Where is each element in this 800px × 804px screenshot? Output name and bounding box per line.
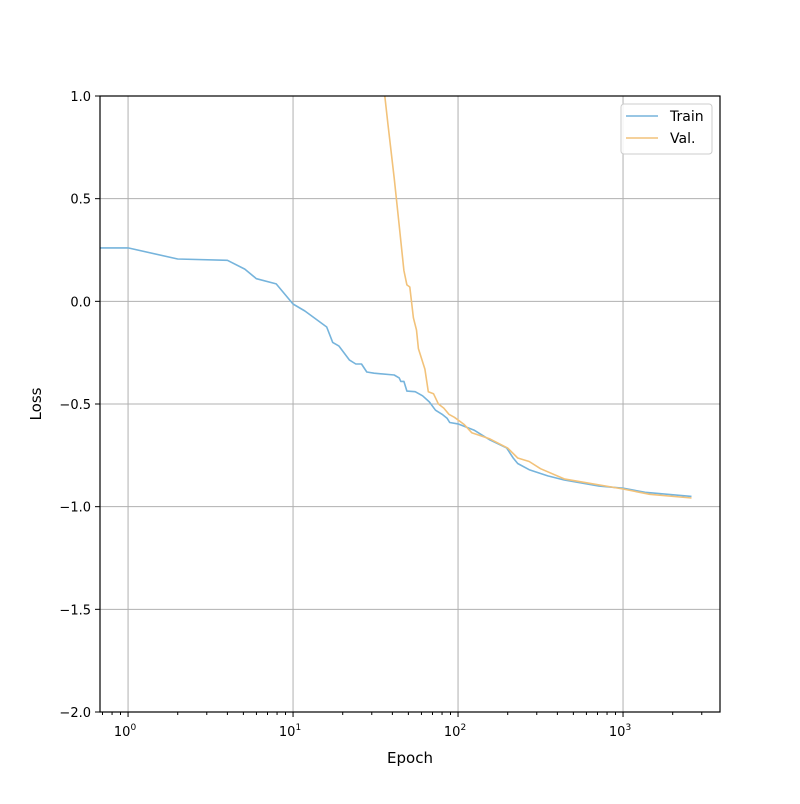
x-tick-label: 100 (114, 723, 137, 740)
y-tick-label: 1.0 (70, 90, 91, 105)
grid (100, 95, 720, 713)
legend-label-train: Train (669, 109, 704, 125)
y-tick-label: −0.5 (59, 398, 91, 413)
series-line-train (100, 247, 692, 498)
legend-label-val: Val. (670, 131, 695, 147)
y-axis-label: Loss (27, 387, 45, 420)
legend: Train Val. (620, 103, 713, 155)
axis-ticks: 1.0 0.5 0.0 −0.5 −1.0 −1.5 −2.0 100 101 102 103 (59, 90, 703, 740)
y-tick-label: −1.0 (59, 501, 91, 516)
x-tick-label: 102 (444, 723, 466, 740)
x-axis-label: Epoch (387, 749, 433, 767)
y-tick-label: −2.0 (59, 706, 91, 721)
x-tick-label: 101 (279, 723, 301, 740)
y-tick-label: −1.5 (59, 603, 91, 618)
series-line-val (384, 95, 692, 499)
y-tick-label: 0.5 (70, 193, 91, 208)
x-tick-label: 103 (609, 723, 631, 740)
series-lines (100, 95, 692, 499)
y-tick-label: 0.0 (70, 295, 91, 310)
